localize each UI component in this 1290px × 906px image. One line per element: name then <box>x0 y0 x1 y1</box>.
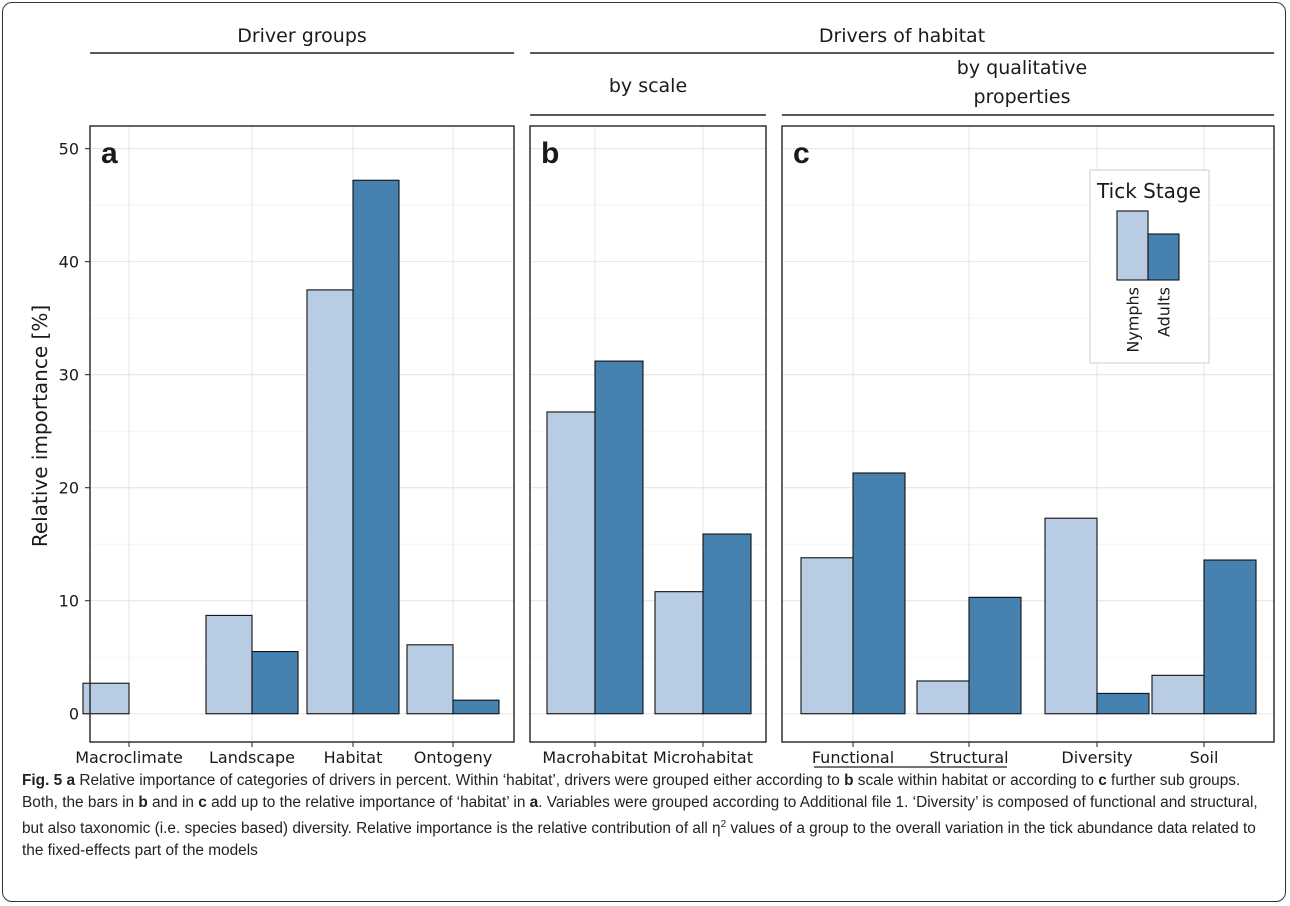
x-tick-label-a-3: Ontogeny <box>414 748 492 767</box>
x-tick-label-b-0: Macrohabitat <box>542 748 647 767</box>
y-tick-label-2: 20 <box>59 479 79 498</box>
y-axis-ticks: 0 10 20 30 40 50 <box>59 140 90 724</box>
chart-panels: a Macroclimate Landscape Habitat Ontogeny b Ma… <box>75 125 1275 767</box>
header-by-qualitative-line2: properties <box>974 86 1071 108</box>
bar-a-nymphs-habitat <box>306 289 354 715</box>
bar-c-adults-structural <box>968 596 1022 715</box>
x-tick-label-c-0: Functional <box>812 748 894 767</box>
caption-part-0: Fig. 5 <box>22 772 63 789</box>
figure-chart: Driver groups Drivers of habitat by scal… <box>28 25 1275 768</box>
panel-border-a <box>89 125 515 743</box>
caption-part-5: scale within habitat or according to <box>853 772 1099 789</box>
legend-title: Tick Stage <box>1096 179 1201 203</box>
x-tick-label-a-1: Landscape <box>209 748 295 767</box>
header-by-qualitative-line1: by qualitative <box>957 57 1087 79</box>
x-tick-label-a-2: Habitat <box>324 748 383 767</box>
panel-border-c <box>781 125 1275 743</box>
bar-c-nymphs-diversity <box>1044 517 1098 715</box>
bar-a-nymphs-ontogeny <box>406 644 454 715</box>
x-tick-label-c-1: Structural <box>929 748 1008 767</box>
caption-part-7: further sub groups. Both, the bars in <box>22 772 1241 811</box>
header-driver-groups: Driver groups <box>237 25 367 47</box>
figure-caption: Fig. 5 a Relative importance of categori… <box>22 770 1270 862</box>
bar-c-adults-soil <box>1203 559 1257 715</box>
bar-a-adults-ontogeny <box>452 699 500 715</box>
legend: Tick Stage Nymphs Adults <box>1089 169 1210 364</box>
y-tick-label-1: 10 <box>59 592 79 611</box>
caption-part-12: a <box>529 794 539 811</box>
bar-b-nymphs-macrohabitat <box>546 411 596 715</box>
legend-label-adults: Adults <box>1155 287 1174 337</box>
caption-part-13: . Variables were grouped according to Ad… <box>22 794 1258 838</box>
panel-b: b Macrohabitat Microhabitat <box>529 125 767 767</box>
bar-b-adults-macrohabitat <box>594 360 644 715</box>
caption-part-4: b <box>844 772 854 789</box>
bar-a-adults-landscape <box>251 651 299 715</box>
legend-label-nymphs: Nymphs <box>1124 287 1143 353</box>
caption-part-15: values of a group to the overall variati… <box>22 820 1256 860</box>
panel-a: a Macroclimate Landscape Habitat Ontogeny <box>75 125 515 767</box>
caption-part-10: c <box>198 794 207 811</box>
caption-part-3: Relative importance of categories of dri… <box>75 772 845 789</box>
bar-c-nymphs-functional <box>800 557 854 715</box>
caption-part-9: and in <box>147 794 199 811</box>
y-tick-label-4: 40 <box>59 253 79 272</box>
caption-part-14: 2 <box>720 819 727 830</box>
bar-b-adults-microhabitat <box>702 533 752 715</box>
bar-c-nymphs-structural <box>916 680 970 715</box>
bar-c-nymphs-soil <box>1151 674 1205 715</box>
panel-c: c Functional Structural Diversity Soil <box>781 125 1275 767</box>
panel-letter-b: b <box>541 137 559 170</box>
header-drivers-of-habitat: Drivers of habitat <box>819 25 985 47</box>
header-by-scale: by scale <box>609 75 687 97</box>
bar-b-nymphs-microhabitat <box>654 591 704 715</box>
panel-letter-c: c <box>793 137 810 170</box>
panel-border-b <box>529 125 767 743</box>
x-tick-label-b-1: Microhabitat <box>653 748 753 767</box>
bar-a-nymphs-landscape <box>205 614 253 715</box>
x-tick-label-a-0: Macroclimate <box>75 748 183 767</box>
x-tick-label-c-3: Soil <box>1190 748 1219 767</box>
bar-c-adults-functional <box>852 472 906 715</box>
y-axis-title: Relative importance [%] <box>28 305 52 547</box>
legend-key-nymphs <box>1116 210 1149 281</box>
caption-part-6: c <box>1098 772 1107 789</box>
caption-part-2: a <box>66 772 76 789</box>
caption-part-11: add up to the relative importance of ‘ha… <box>206 794 530 811</box>
y-tick-label-0: 0 <box>69 705 79 724</box>
y-tick-label-3: 30 <box>59 366 79 385</box>
bar-c-adults-diversity <box>1096 692 1150 715</box>
y-tick-label-5: 50 <box>59 140 79 159</box>
bar-a-adults-habitat <box>352 179 400 715</box>
caption-part-8: b <box>138 794 148 811</box>
x-tick-label-c-2: Diversity <box>1061 748 1132 767</box>
legend-key-adults <box>1147 233 1180 281</box>
panel-letter-a: a <box>101 137 118 170</box>
